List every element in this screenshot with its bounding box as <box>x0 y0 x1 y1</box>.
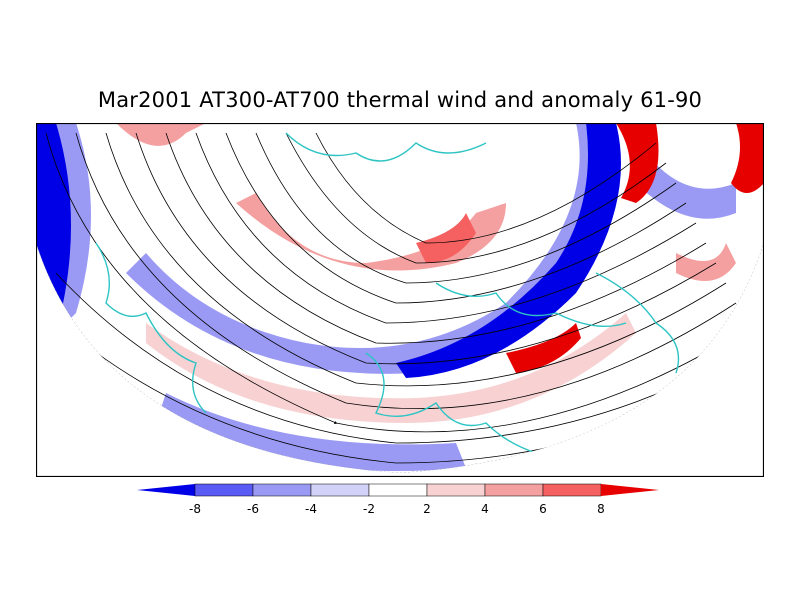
colorbar: -8 -6 -4 -2 2 4 6 8 <box>137 483 659 516</box>
map-frame-border <box>36 123 764 477</box>
colorbar-swatch <box>194 483 254 497</box>
colorbar-tick-label: -6 <box>247 502 259 516</box>
map-panel <box>36 123 764 477</box>
colorbar-tick-label: 4 <box>481 502 489 516</box>
colorbar-swatch <box>310 483 370 497</box>
colorbar-arrow-high <box>601 484 659 496</box>
colorbar-swatch <box>484 483 544 497</box>
colorbar-tick-label: -4 <box>305 502 317 516</box>
colorbar-swatch <box>368 483 428 497</box>
map-title: Mar2001 AT300-AT700 thermal wind and ano… <box>97 88 703 112</box>
colorbar-tick-label: -2 <box>363 502 375 516</box>
colorbar-arrow-low <box>137 484 195 496</box>
coastlines <box>95 132 680 454</box>
colorbar-tick-label: 8 <box>597 502 605 516</box>
colorbar-swatch <box>542 483 602 497</box>
colorbar-tick-label: -8 <box>189 502 201 516</box>
colorbar-swatch <box>426 483 486 497</box>
colorbar-tick-label: 6 <box>539 502 547 516</box>
colorbar-tick-label: 2 <box>423 502 431 516</box>
anomaly-field <box>36 123 764 473</box>
colorbar-swatch <box>252 483 312 497</box>
